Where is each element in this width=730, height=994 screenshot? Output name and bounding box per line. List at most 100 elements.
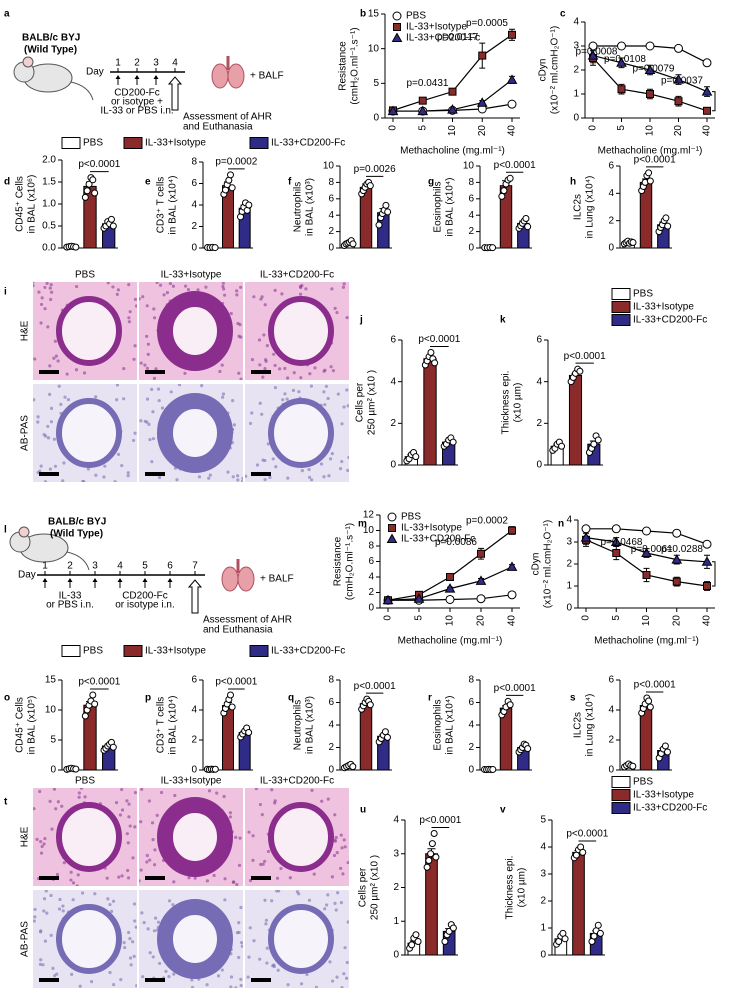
cell	[346, 404, 349, 408]
cell	[273, 288, 277, 292]
day-number: 3	[92, 561, 98, 572]
cell	[145, 334, 149, 338]
cell	[46, 325, 50, 329]
cell	[235, 289, 239, 293]
data-point	[522, 214, 530, 222]
cell	[139, 879, 141, 883]
cell	[245, 474, 248, 478]
y-tick-label: 2	[393, 882, 399, 893]
cell	[223, 877, 227, 881]
data-point	[72, 765, 80, 773]
cell	[261, 458, 265, 462]
panel-label: q	[288, 693, 294, 704]
cell	[218, 369, 222, 374]
bar	[359, 703, 373, 771]
cell	[111, 899, 116, 903]
marker	[642, 526, 651, 536]
x-tick-label: 40	[507, 125, 518, 137]
cell	[49, 283, 53, 287]
y-tick-label: 3	[540, 869, 546, 880]
cell	[285, 376, 290, 380]
panel-label: d	[4, 177, 10, 188]
y-tick-label: 1	[573, 89, 579, 100]
cell	[127, 930, 131, 935]
cell	[239, 941, 243, 945]
p-value: p<0.0001	[494, 160, 536, 171]
cell	[112, 982, 116, 987]
y-tick-label: 8	[368, 541, 374, 552]
cell	[40, 844, 44, 849]
data-point	[83, 187, 91, 195]
y-tick-label: 4	[368, 572, 374, 583]
cell	[286, 983, 290, 987]
y-tick-label: 3	[566, 537, 572, 548]
panel-label: v	[500, 805, 506, 816]
cell	[152, 376, 157, 380]
cell	[258, 957, 262, 961]
cell	[273, 801, 277, 805]
panel-label: m	[358, 519, 367, 530]
cell	[265, 946, 269, 950]
cell	[108, 970, 112, 975]
y-axis-label: (x10 µm)	[513, 383, 524, 423]
cell	[347, 455, 349, 460]
cell	[261, 862, 265, 866]
cell	[258, 363, 262, 367]
cell	[342, 405, 346, 409]
marker	[392, 11, 402, 21]
treatment: CD200-Fc	[114, 88, 160, 99]
cell	[326, 797, 330, 801]
y-axis-label: in Lung (x10⁴)	[585, 694, 596, 757]
y-axis-label: cDyn	[538, 59, 549, 82]
sample: + BALF	[260, 574, 294, 585]
cell	[329, 365, 333, 369]
y-tick-label: 2	[536, 418, 542, 429]
cell	[260, 813, 264, 817]
cell	[120, 808, 125, 812]
cell	[341, 285, 346, 289]
y-tick-label: 2	[608, 735, 614, 746]
data-point	[227, 171, 234, 179]
cell	[279, 866, 283, 871]
cell	[292, 371, 296, 375]
cell	[160, 406, 165, 410]
cell	[122, 941, 126, 945]
data-point	[646, 177, 654, 185]
marker	[382, 594, 394, 605]
cell	[116, 452, 121, 456]
cell	[61, 479, 65, 482]
bar	[423, 358, 437, 466]
cell	[134, 304, 137, 308]
cell	[152, 316, 157, 320]
cell	[157, 475, 162, 480]
cell	[83, 795, 87, 799]
cell	[172, 880, 176, 884]
column-label: PBS	[75, 270, 95, 281]
cell	[183, 284, 188, 288]
data-point	[384, 208, 392, 216]
legend-label: IL-33+CD200-Fc	[271, 646, 345, 657]
cell	[221, 395, 225, 399]
cell	[40, 296, 44, 300]
y-tick-label: 0	[573, 113, 579, 124]
cell	[106, 897, 110, 901]
cell	[331, 979, 335, 983]
cell	[221, 392, 226, 396]
cell	[39, 302, 44, 307]
cell	[299, 982, 304, 986]
cell	[54, 354, 58, 358]
cell	[270, 899, 274, 903]
cell	[331, 369, 336, 373]
cell	[113, 480, 117, 482]
y-tick-label: 0	[328, 243, 334, 254]
y-tick-label: 2	[191, 221, 197, 232]
y-tick-label: 0	[390, 460, 396, 471]
marker	[673, 74, 684, 84]
airway	[56, 904, 122, 974]
cell	[74, 368, 79, 372]
cell	[283, 366, 287, 371]
y-tick-label: 2	[328, 226, 334, 237]
cell	[343, 845, 347, 849]
legend-label: IL-33+Isotype	[406, 22, 467, 33]
cell	[77, 791, 81, 795]
